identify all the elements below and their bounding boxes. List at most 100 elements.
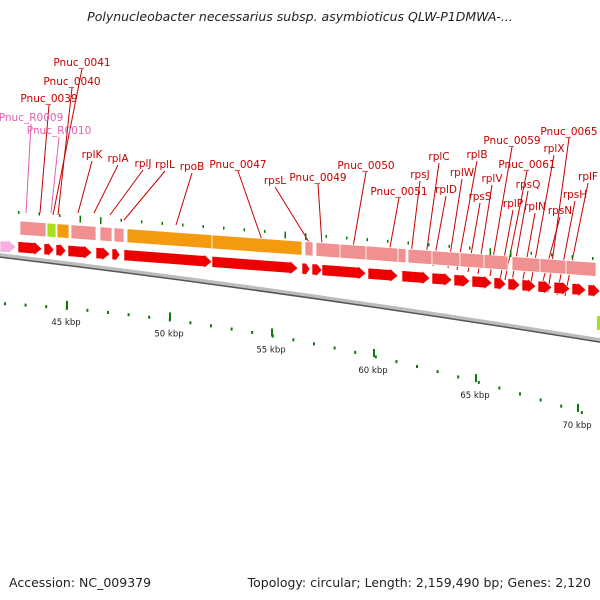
strand-arrow [321, 264, 367, 281]
minor-tick [395, 360, 398, 364]
gene-label: rpsQ [516, 179, 541, 191]
minor-tick [210, 324, 212, 328]
kbp-tick-label: 65 kbp [460, 391, 489, 401]
strand-arrow [0, 239, 17, 255]
minor-tick [24, 303, 27, 307]
upper-tick [305, 233, 307, 241]
gene-leader-line [317, 183, 323, 246]
accession-text: Accession: NC_009379 [9, 575, 152, 590]
gene-label: Pnuc_0047 [209, 159, 266, 171]
upper-tick [530, 251, 532, 255]
gene-leader-line [237, 170, 263, 241]
genome-title: Polynucleobacter necessarius subsp. asym… [87, 9, 513, 24]
strand-arrow [553, 280, 571, 296]
major-tick [66, 300, 68, 309]
strand-arrow [17, 240, 43, 256]
upper-tick [38, 212, 40, 216]
upper-tick [264, 229, 266, 233]
rrna-feature [211, 234, 303, 256]
minor-tick [45, 305, 48, 309]
upper-tick [325, 234, 327, 238]
strand-arrow [401, 269, 431, 286]
gene-label: Pnuc_0039 [20, 93, 77, 105]
gene-label: rplF [578, 171, 598, 183]
strand-arrow [311, 261, 323, 278]
gene-leader-line [39, 104, 50, 214]
kbp-tick-label: 45 kbp [51, 318, 80, 328]
trna-feature [46, 222, 57, 239]
upper-tick [592, 256, 594, 260]
gene-label: rplC [428, 151, 449, 163]
upper-tick [161, 221, 163, 225]
strand-arrow [493, 275, 507, 292]
minor-tick [519, 392, 521, 396]
cds-feature [431, 250, 461, 268]
strand-arrow [537, 279, 553, 295]
minor-tick [560, 404, 563, 408]
gene-label: rplA [107, 153, 129, 165]
gene-label: rpsH [563, 189, 587, 201]
gene-leader-line [556, 200, 576, 296]
minor-tick [189, 321, 192, 325]
minor-tick [127, 313, 130, 317]
strand-arrow [471, 274, 493, 290]
strand-arrow [123, 249, 213, 269]
gene-label: Pnuc_0050 [337, 160, 394, 172]
cds-feature [565, 259, 597, 277]
cds-feature [113, 227, 125, 243]
genome-summary-text: Topology: circular; Length: 2,159,490 bp… [247, 575, 591, 590]
minor-tick [374, 355, 377, 359]
gene-label: rplN [524, 201, 546, 213]
minor-tick [4, 302, 6, 306]
minor-tick [477, 380, 480, 384]
cds-feature [483, 253, 509, 271]
gene-leader-line [521, 212, 536, 286]
cds-feature [407, 248, 433, 266]
strand-arrow-track [0, 239, 600, 299]
upper-tick [346, 236, 348, 240]
gene-leader-line [25, 123, 32, 214]
gene-label: rplV [481, 173, 503, 185]
gene-label: Pnuc_0041 [53, 57, 110, 69]
gene-label: Pnuc_R0010 [27, 125, 92, 137]
strand-arrow [211, 255, 299, 276]
strand-arrow [521, 277, 537, 294]
minor-tick [86, 308, 89, 312]
strand-arrow [507, 276, 521, 293]
major-tick [169, 312, 171, 321]
upper-tick [551, 253, 553, 257]
minor-tick [148, 315, 151, 319]
gene-label: rplK [82, 149, 104, 161]
upper-tick [141, 220, 143, 224]
kbp-axis: 45 kbp 50 kbp 55 kbp 60 kbp 65 kbp 70 kbp [4, 211, 594, 431]
gene-leader-line [123, 170, 166, 221]
upper-tick [428, 243, 430, 247]
gene-label: rpoB [180, 161, 205, 173]
minor-tick [230, 327, 233, 331]
gene-leader-line [409, 180, 421, 263]
upper-tick [202, 225, 204, 229]
strand-arrow [111, 246, 121, 263]
strand-arrow [95, 245, 111, 262]
minor-tick [539, 398, 542, 402]
minor-tick [457, 375, 460, 379]
minor-tick [333, 346, 336, 350]
upper-tick [79, 215, 81, 223]
gene-label-layer: Pnuc_0041Pnuc_0040Pnuc_0039Pnuc_R0009Pnu… [0, 57, 598, 297]
gene-label: Pnuc_0061 [498, 159, 555, 171]
minor-tick [313, 342, 315, 346]
major-tick [373, 348, 375, 357]
gene-leader-line [109, 169, 144, 216]
minor-tick [580, 411, 583, 415]
strand-arrow [55, 242, 67, 259]
cds-feature [539, 258, 567, 275]
major-tick [577, 403, 579, 412]
gene-leader-line [489, 146, 513, 277]
backbone-light [0, 253, 600, 343]
gene-leader-line [564, 182, 589, 297]
strand-arrow [571, 281, 587, 298]
strand-arrow [301, 260, 311, 277]
backbone-dark [0, 256, 600, 343]
trna-feature [597, 316, 600, 330]
